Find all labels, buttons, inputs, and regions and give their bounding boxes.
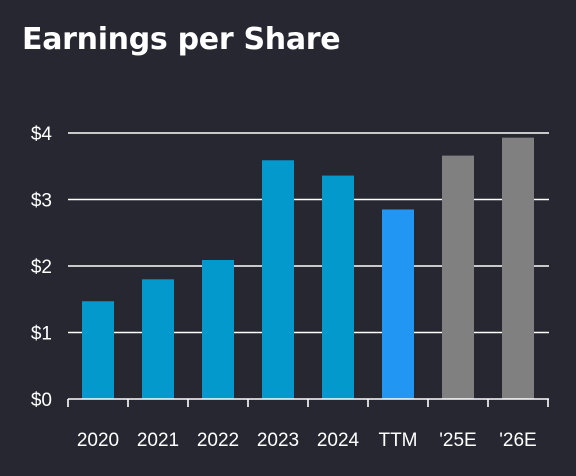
y-tick-label: $3: [31, 191, 52, 212]
x-tick-label: '26E: [499, 430, 536, 451]
x-tick-label: 2023: [257, 430, 299, 451]
bar-2023: [262, 160, 294, 399]
x-tick-labels: 2020 2021 2022 2023 2024 TTM '25E '26E: [77, 430, 537, 451]
chart-title: Earnings per Share: [22, 22, 341, 57]
bar-2021: [142, 279, 174, 399]
bars: [82, 137, 534, 399]
x-tick-label: 2022: [197, 430, 239, 451]
x-axis: [67, 398, 549, 407]
gridlines: [68, 132, 549, 334]
bar-ttm: [382, 209, 414, 399]
bar-2020: [82, 301, 114, 399]
x-tick-label: 2021: [137, 430, 179, 451]
bar-26e: [502, 137, 534, 399]
y-tick-label: $1: [31, 324, 52, 345]
x-tick-label: '25E: [439, 430, 476, 451]
y-tick-label: $4: [31, 124, 53, 145]
x-tick-label: TTM: [378, 430, 417, 451]
y-tick-label: $2: [31, 257, 52, 278]
bar-2024: [322, 175, 354, 399]
bar-25e: [442, 155, 474, 399]
x-tick-label: 2024: [317, 430, 360, 451]
bar-2022: [202, 260, 234, 399]
x-tick-label: 2020: [77, 430, 119, 451]
y-tick-label: $0: [31, 390, 52, 411]
y-tick-labels: $0 $1 $2 $3 $4: [31, 124, 53, 411]
